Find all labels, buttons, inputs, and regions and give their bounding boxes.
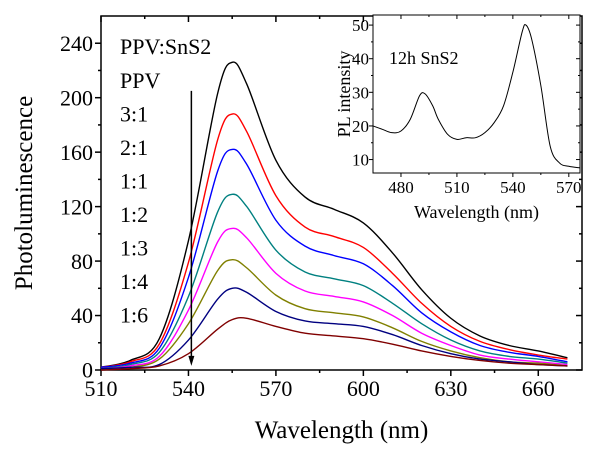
y-tick-label: 200	[60, 85, 93, 110]
x-tick-label: 600	[347, 376, 380, 401]
x-tick-label: 540	[500, 178, 526, 197]
y-tick-label: 80	[71, 249, 93, 274]
plot-frame	[100, 15, 583, 371]
series-line-1-1	[100, 193, 568, 370]
legend-title: PPV:SnS2	[120, 34, 211, 59]
legend-label: 1:1	[120, 169, 148, 194]
legend-label: 1:4	[120, 269, 148, 294]
plot-frame	[372, 14, 581, 174]
series-line-1-3	[100, 258, 568, 370]
series-line-12h-SnS2	[372, 24, 581, 169]
x-tick-label: 570	[259, 376, 292, 401]
x-tick-label: 570	[556, 178, 582, 197]
series-line-1-6	[100, 317, 568, 371]
y-tick-label: 50	[352, 16, 369, 35]
legend-label: 2:1	[120, 135, 148, 160]
x-tick-label: 480	[388, 178, 414, 197]
series-line-PPV	[100, 61, 568, 368]
y-tick-label: 20	[352, 117, 369, 136]
y-axis-label: PL intensity	[334, 51, 354, 138]
y-tick-label: 160	[60, 140, 93, 165]
y-tick-label: 30	[352, 83, 369, 102]
series-line-2-1	[100, 148, 568, 368]
legend-label: 1:2	[120, 202, 148, 227]
x-tick-label: 630	[434, 376, 467, 401]
y-tick-label: 40	[352, 50, 369, 69]
x-tick-label: 510	[444, 178, 470, 197]
x-tick-label: 660	[522, 376, 555, 401]
inset-background	[373, 15, 580, 173]
x-axis-label: Wavelength (nm)	[255, 417, 429, 444]
x-tick-label: 540	[172, 376, 205, 401]
inset-title: 12h SnS2	[389, 48, 459, 68]
legend-label: 1:6	[120, 303, 148, 328]
x-axis-label: Wavelength (nm)	[414, 202, 539, 223]
series-line-3-1	[100, 113, 568, 368]
series-line-1-4	[100, 287, 568, 370]
y-axis-label: Photoluminescence	[11, 96, 38, 290]
y-tick-label: 10	[352, 151, 369, 170]
legend-label: PPV	[120, 68, 160, 93]
y-tick-label: 40	[71, 303, 93, 328]
legend-label: 1:3	[120, 236, 148, 261]
y-tick-label: 240	[60, 31, 93, 56]
trend-arrow-head	[188, 355, 195, 366]
x-tick-label: 510	[85, 376, 118, 401]
y-tick-label: 0	[82, 358, 93, 383]
legend-label: 3:1	[120, 102, 148, 127]
y-tick-label: 120	[60, 194, 93, 219]
series-line-1-2	[100, 227, 568, 370]
